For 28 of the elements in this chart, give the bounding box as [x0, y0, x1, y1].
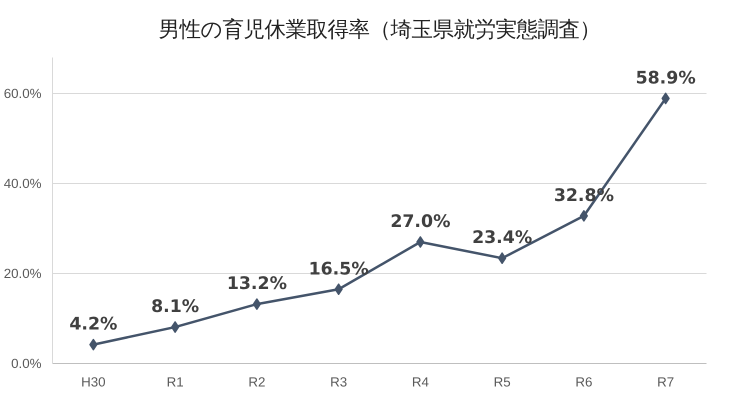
y-tick-label: 0.0% [11, 356, 42, 371]
y-tick-label: 60.0% [4, 86, 42, 101]
point [416, 236, 425, 248]
x-tick-label: H30 [81, 374, 106, 390]
data-label: 16.5% [308, 259, 369, 280]
x-tick-label: R6 [575, 374, 592, 390]
data-label: 23.4% [472, 228, 532, 248]
y-tick-label: 40.0% [4, 176, 42, 191]
point [661, 92, 670, 104]
x-tick-label: R4 [412, 374, 430, 390]
data-label: 58.9% [636, 68, 696, 88]
data-label: 8.1% [151, 297, 200, 318]
x-tick-label: R3 [330, 374, 348, 390]
x-tick-label: R1 [166, 374, 184, 390]
y-tick-label: 20.0% [4, 266, 42, 281]
chart-title: 男性の育児休業取得率（埼玉県就労実態調査） [158, 18, 600, 42]
point [170, 321, 180, 334]
x-tick-label: R5 [494, 374, 511, 390]
point [334, 283, 343, 296]
x-tick-label: R7 [657, 374, 674, 390]
data-label: 27.0% [390, 212, 450, 232]
point [252, 298, 262, 310]
point [89, 338, 98, 351]
data-label: 13.2% [226, 274, 287, 294]
x-tick-label: R2 [248, 374, 266, 390]
data-label: 4.2% [69, 314, 118, 335]
point [580, 210, 588, 222]
point [498, 252, 506, 264]
